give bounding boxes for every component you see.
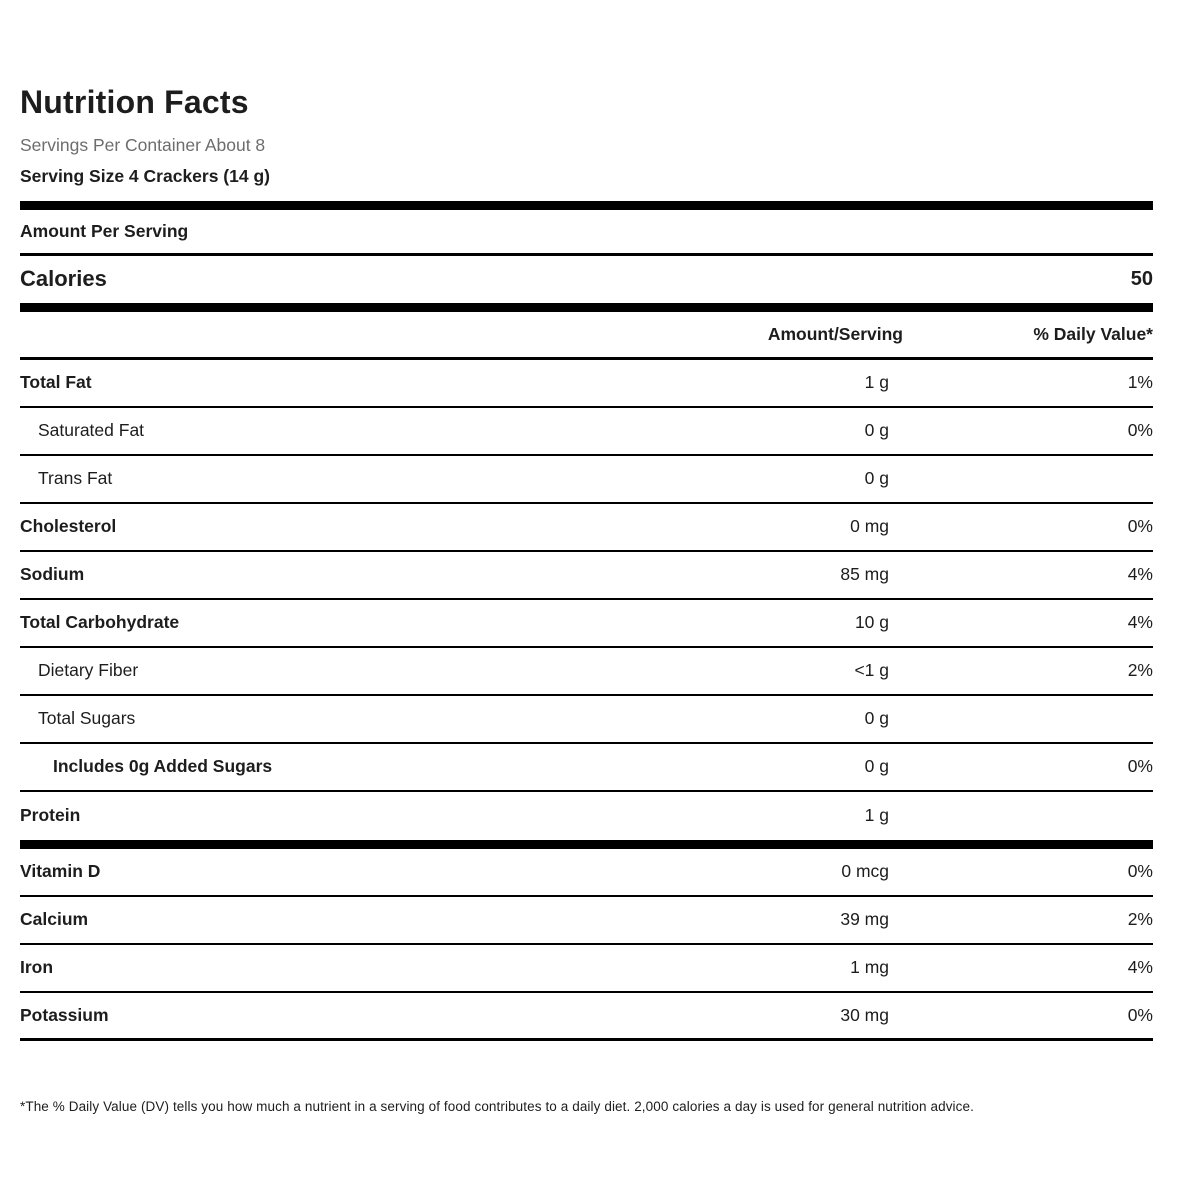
page-title: Nutrition Facts — [20, 84, 249, 120]
nutrient-label: Dietary Fiber — [38, 660, 139, 681]
nutrient-row-sodium: Sodium 85 mg 4% — [20, 552, 1153, 600]
nutrient-amount: 10 g — [854, 612, 889, 633]
nutrient-daily-value: 4% — [1127, 957, 1153, 978]
nutrient-label: Includes 0g Added Sugars — [53, 756, 273, 777]
nutrient-row-iron: Iron 1 mg 4% — [20, 945, 1153, 993]
nutrient-label: Trans Fat — [38, 468, 113, 489]
column-header-amount: Amount/Serving — [767, 323, 903, 344]
nutrient-amount: 0 g — [864, 420, 889, 441]
nutrient-label: Vitamin D — [20, 861, 101, 882]
nutrient-daily-value: 0% — [1127, 756, 1153, 777]
column-header-row: Amount/Serving % Daily Value* — [20, 312, 1153, 360]
nutrient-row-saturated-fat: Saturated Fat 0 g 0% — [20, 408, 1153, 456]
nutrient-label: Saturated Fat — [38, 420, 145, 441]
nutrient-label: Total Carbohydrate — [20, 612, 180, 633]
nutrient-amount: 0 mcg — [841, 861, 889, 882]
nutrient-row-potassium: Potassium 30 mg 0% — [20, 993, 1153, 1041]
calories-label: Calories — [20, 266, 107, 292]
nutrient-daily-value: 0% — [1127, 861, 1153, 882]
nutrient-row-total-fat: Total Fat 1 g 1% — [20, 360, 1153, 408]
nutrient-row-added-sugars: Includes 0g Added Sugars 0 g 0% — [20, 744, 1153, 792]
section-divider — [20, 252, 1153, 256]
servings-per-container: Servings Per Container About 8 — [20, 134, 266, 155]
nutrient-row-vitamin-d: Vitamin D 0 mcg 0% — [20, 849, 1153, 897]
nutrient-daily-value: 2% — [1127, 660, 1153, 681]
nutrient-row-protein: Protein 1 g — [20, 792, 1153, 840]
calories-row: Calories 50 — [20, 256, 1153, 303]
nutrient-daily-value: 0% — [1127, 420, 1153, 441]
section-divider — [20, 839, 1153, 849]
nutrient-daily-value: 4% — [1127, 612, 1153, 633]
nutrient-amount: 1 g — [864, 372, 889, 393]
nutrient-row-trans-fat: Trans Fat 0 g — [20, 456, 1153, 504]
nutrient-label: Iron — [20, 957, 54, 978]
nutrient-amount: 0 mg — [850, 516, 889, 537]
nutrient-label: Total Sugars — [38, 708, 136, 729]
nutrient-label: Calcium — [20, 909, 89, 930]
nutrient-daily-value: 0% — [1127, 516, 1153, 537]
section-divider — [20, 302, 1153, 312]
amount-per-serving-heading: Amount Per Serving — [20, 220, 189, 241]
column-header-daily-value: % Daily Value* — [1033, 323, 1153, 344]
nutrient-amount: 1 g — [864, 805, 889, 826]
nutrient-amount: 85 mg — [840, 564, 889, 585]
nutrient-amount: 0 g — [864, 756, 889, 777]
nutrient-amount: 1 mg — [850, 957, 889, 978]
nutrient-daily-value: 1% — [1127, 372, 1153, 393]
nutrient-row-total-carbohydrate: Total Carbohydrate 10 g 4% — [20, 600, 1153, 648]
nutrient-label: Total Fat — [20, 372, 92, 393]
serving-size: Serving Size 4 Crackers (14 g) — [20, 165, 270, 186]
nutrient-amount: 39 mg — [840, 909, 889, 930]
nutrient-label: Cholesterol — [20, 516, 117, 537]
daily-value-footnote: *The % Daily Value (DV) tells you how mu… — [20, 1098, 974, 1114]
nutrition-facts-label: Nutrition Facts Servings Per Container A… — [20, 0, 1153, 1114]
nutrient-row-total-sugars: Total Sugars 0 g — [20, 696, 1153, 744]
nutrient-amount: 0 g — [864, 468, 889, 489]
nutrient-daily-value: 4% — [1127, 564, 1153, 585]
nutrient-daily-value: 0% — [1127, 1004, 1153, 1025]
nutrient-daily-value: 2% — [1127, 909, 1153, 930]
nutrient-label: Protein — [20, 805, 81, 826]
calories-value: 50 — [1130, 267, 1153, 290]
nutrient-row-dietary-fiber: Dietary Fiber <1 g 2% — [20, 648, 1153, 696]
nutrient-amount: 30 mg — [840, 1004, 889, 1025]
nutrient-label: Potassium — [20, 1004, 109, 1025]
nutrient-amount: 0 g — [864, 708, 889, 729]
nutrient-row-calcium: Calcium 39 mg 2% — [20, 897, 1153, 945]
nutrient-amount: <1 g — [854, 660, 889, 681]
nutrient-label: Sodium — [20, 564, 85, 585]
section-divider — [20, 200, 1153, 210]
nutrient-row-cholesterol: Cholesterol 0 mg 0% — [20, 504, 1153, 552]
